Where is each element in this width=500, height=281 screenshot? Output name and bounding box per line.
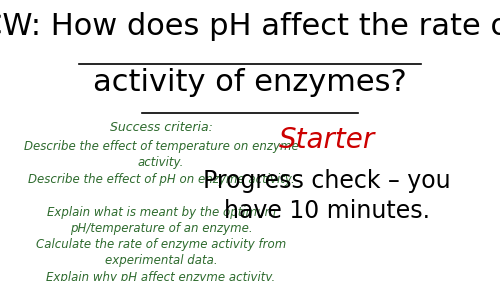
Text: Starter: Starter xyxy=(278,126,375,154)
Text: Calculate the rate of enzyme activity from
experimental data.: Calculate the rate of enzyme activity fr… xyxy=(36,238,286,268)
Text: Explain what is meant by the optimum
pH/temperature of an enzyme.: Explain what is meant by the optimum pH/… xyxy=(46,206,276,235)
Text: Describe the effect of temperature on enzyme
activity.: Describe the effect of temperature on en… xyxy=(24,140,298,169)
Text: Explain why pH affect enzyme activity.: Explain why pH affect enzyme activity. xyxy=(46,271,276,281)
Text: Progress check – you
have 10 minutes.: Progress check – you have 10 minutes. xyxy=(203,169,450,223)
Text: Describe the effect of pH on enzyme activity.: Describe the effect of pH on enzyme acti… xyxy=(28,173,294,186)
Text: CW: How does pH affect the rate of: CW: How does pH affect the rate of xyxy=(0,12,500,41)
Text: activity of enzymes?: activity of enzymes? xyxy=(93,68,407,97)
Text: Success criteria:: Success criteria: xyxy=(110,121,212,134)
